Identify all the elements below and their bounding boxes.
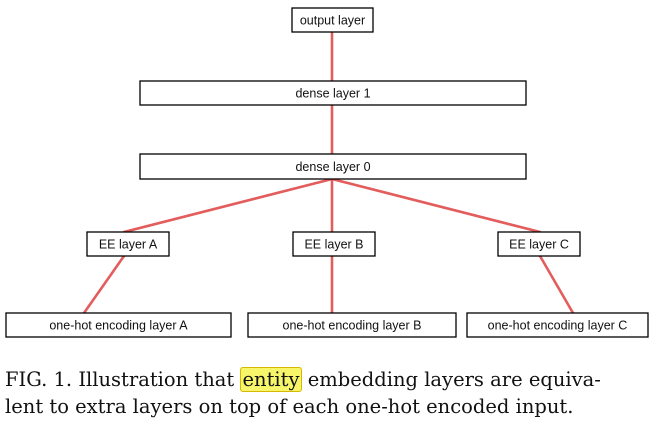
highlighted-word: entity [240, 367, 302, 392]
figure-caption: FIG. 1. Illustration that entity embeddi… [5, 366, 645, 420]
node-dense-layer-0: dense layer 0 [139, 153, 527, 180]
node-output-layer: output layer [291, 7, 374, 33]
edge-eec-dense0 [330, 177, 542, 234]
node-output-layer-label: output layer [300, 14, 365, 28]
network-diagram: output layer dense layer 1 dense layer 0… [5, 7, 649, 338]
node-onehot-a: one-hot encoding layer A [5, 312, 232, 338]
edges [82, 31, 575, 315]
node-onehot-c: one-hot encoding layer C [466, 312, 649, 338]
node-onehot-a-label: one-hot encoding layer A [49, 319, 188, 333]
node-ee-layer-b-label: EE layer B [304, 238, 363, 252]
node-dense-layer-1: dense layer 1 [139, 80, 527, 106]
caption-prefix: FIG. 1. Illustration that [5, 368, 241, 391]
node-ee-layer-b: EE layer B [292, 231, 376, 257]
node-onehot-b-label: one-hot encoding layer B [283, 319, 422, 333]
caption-line-1: FIG. 1. Illustration that entity embeddi… [5, 366, 645, 393]
node-ee-layer-a-label: EE layer A [99, 238, 158, 252]
edge-eea-dense0 [122, 177, 334, 234]
node-dense-layer-1-label: dense layer 1 [295, 87, 370, 101]
edge-onehotc-eec [538, 254, 575, 315]
node-ee-layer-c-label: EE layer C [509, 238, 569, 252]
node-ee-layer-a: EE layer A [86, 231, 170, 257]
node-onehot-b: one-hot encoding layer B [247, 312, 457, 338]
caption-line-2: lent to extra layers on top of each one-… [5, 395, 574, 418]
edge-onehota-eea [82, 254, 126, 315]
node-dense-layer-0-label: dense layer 0 [295, 160, 370, 174]
node-ee-layer-c: EE layer C [497, 231, 581, 257]
caption-line1-suffix: embedding layers are equiva- [301, 368, 601, 391]
node-onehot-c-label: one-hot encoding layer C [488, 319, 628, 333]
